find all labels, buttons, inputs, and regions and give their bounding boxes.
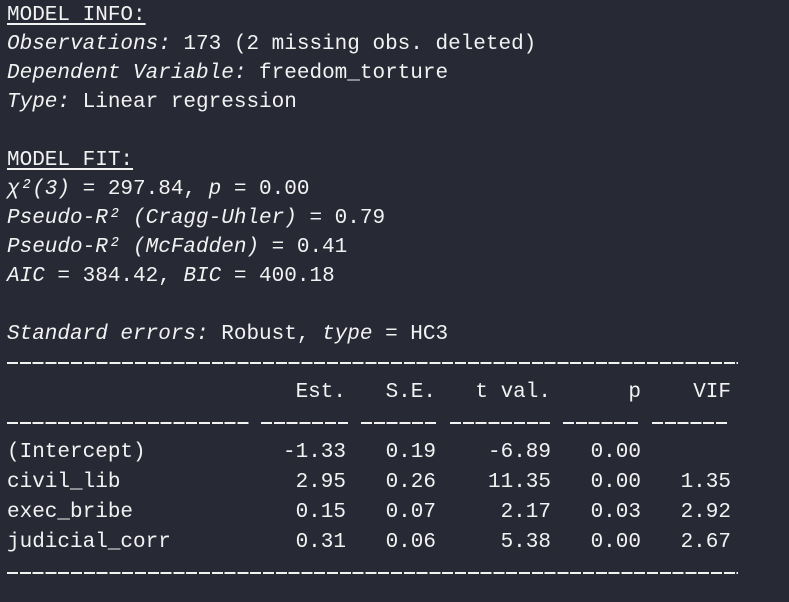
- cell-vif: 1.35: [680, 471, 731, 494]
- cell-se: 0.07: [385, 501, 436, 524]
- table-row: exec_bribe 0.15 0.07 2.17 0.03 2.92: [7, 498, 789, 528]
- table-row: civil_lib 2.95 0.26 11.35 0.00 1.35: [7, 468, 789, 498]
- se-type-value: = HC3: [372, 323, 449, 346]
- cell-tval: -6.89: [487, 441, 551, 464]
- dependent-label: Dependent Variable:: [7, 62, 247, 85]
- cell-term: exec_bribe: [7, 501, 134, 524]
- table-bottom-rule: [7, 572, 738, 574]
- r2-cu-value: = 0.79: [296, 207, 386, 230]
- cell-p: 0.00: [590, 531, 641, 554]
- header-se: S.E.: [385, 381, 436, 404]
- cell-est: -1.33: [282, 441, 346, 464]
- observations-label: Observations:: [7, 33, 171, 56]
- blank-line: [7, 291, 789, 320]
- console-output: MODEL INFO: Observations: 173 (2 missing…: [7, 1, 789, 574]
- cell-p: 0.03: [590, 501, 641, 524]
- r2-mf-label: Pseudo-R² (McFadden): [7, 236, 260, 259]
- chi-line: χ²(3) = 297.84, p = 0.00: [7, 175, 789, 204]
- cell-tval: 11.35: [487, 471, 551, 494]
- cell-est: 0.15: [295, 501, 346, 524]
- se-label: Standard errors:: [7, 323, 209, 346]
- se-line: Standard errors: Robust, type = HC3: [7, 320, 789, 349]
- table-row: (Intercept) -1.33 0.19 -6.89 0.00: [7, 438, 789, 468]
- cell-vif: 2.92: [680, 501, 731, 524]
- aic-label: AIC: [7, 265, 45, 288]
- blank-line: [7, 117, 789, 146]
- header-term: [7, 378, 246, 408]
- header-p: p: [628, 381, 641, 404]
- model-fit-heading: MODEL FIT:: [7, 146, 789, 175]
- header-tval: t val.: [475, 381, 551, 404]
- type-line: Type: Linear regression: [7, 88, 789, 117]
- cell-vif: 2.67: [680, 531, 731, 554]
- r2-cu-line: Pseudo-R² (Cragg-Uhler) = 0.79: [7, 204, 789, 233]
- cell-se: 0.26: [385, 471, 436, 494]
- p-value: = 0.00: [221, 178, 310, 201]
- table-row: judicial_corr 0.31 0.06 5.38 0.00 2.67: [7, 528, 789, 558]
- cell-vif: [641, 438, 731, 468]
- aic-value: = 384.42,: [44, 265, 184, 288]
- cell-tval: 5.38: [500, 531, 551, 554]
- cell-tval: 2.17: [500, 501, 551, 524]
- r2-cu-label: Pseudo-R² (Cragg-Uhler): [7, 207, 297, 230]
- se-type-label: type: [322, 323, 373, 346]
- r2-mf-line: Pseudo-R² (McFadden) = 0.41: [7, 233, 789, 262]
- cell-p: 0.00: [590, 471, 641, 494]
- cell-term: judicial_corr: [7, 531, 171, 554]
- cell-p: 0.00: [590, 441, 641, 464]
- cell-se: 0.19: [385, 441, 436, 464]
- cell-est: 2.95: [295, 471, 346, 494]
- observations-value: 173 (2 missing obs. deleted): [170, 33, 537, 56]
- heading-text: MODEL FIT:: [7, 149, 134, 172]
- model-info-heading: MODEL INFO:: [7, 1, 789, 30]
- bic-label: BIC: [183, 265, 222, 288]
- cell-term: civil_lib: [7, 471, 121, 494]
- table-header-rule: [7, 422, 789, 424]
- chi-value: = 297.84,: [70, 178, 209, 201]
- heading-text: MODEL INFO:: [7, 4, 146, 27]
- se-value: Robust,: [208, 323, 323, 346]
- cell-est: 0.31: [295, 531, 346, 554]
- header-est: Est.: [295, 381, 346, 404]
- type-label: Type:: [7, 91, 71, 114]
- p-label: p: [208, 178, 222, 201]
- observations-line: Observations: 173 (2 missing obs. delete…: [7, 30, 789, 59]
- type-value: Linear regression: [70, 91, 297, 114]
- cell-term: (Intercept): [7, 441, 146, 464]
- cell-se: 0.06: [385, 531, 436, 554]
- table-top-rule: [7, 362, 738, 364]
- r2-mf-value: = 0.41: [259, 236, 348, 259]
- aic-bic-line: AIC = 384.42, BIC = 400.18: [7, 262, 789, 291]
- dependent-line: Dependent Variable: freedom_torture: [7, 59, 789, 88]
- header-vif: VIF: [693, 381, 731, 404]
- table-body: (Intercept) -1.33 0.19 -6.89 0.00 civil_lib 2.…: [7, 438, 789, 558]
- dependent-value: freedom_torture: [246, 62, 449, 85]
- bic-value: = 400.18: [221, 265, 335, 288]
- table-header: Est. S.E. t val. p VIF: [7, 378, 789, 408]
- chi-label: χ²(3): [7, 178, 71, 201]
